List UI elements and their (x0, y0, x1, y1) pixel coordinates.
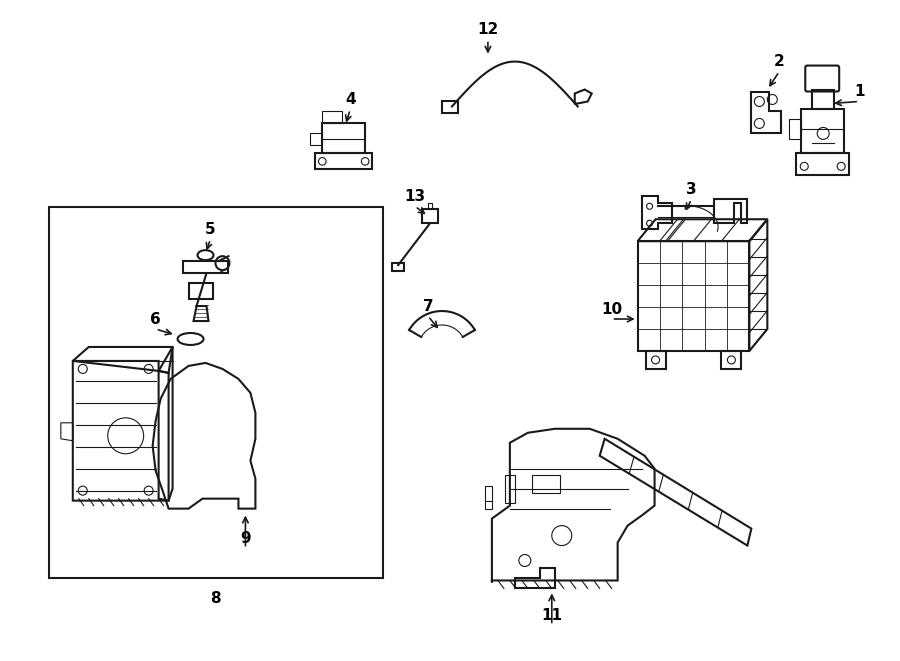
Text: 12: 12 (477, 22, 499, 37)
Text: 13: 13 (404, 189, 426, 204)
Text: 1: 1 (854, 84, 864, 99)
Text: 5: 5 (205, 221, 216, 237)
Text: 8: 8 (211, 591, 220, 606)
Bar (532, 475, 560, 492)
Bar (49, 208, 383, 578)
Text: 10: 10 (601, 301, 622, 317)
Bar (505, 475, 515, 502)
Text: 3: 3 (686, 182, 697, 197)
Text: 4: 4 (345, 92, 356, 107)
Text: 9: 9 (240, 531, 251, 546)
Bar (637, 241, 750, 351)
Text: 7: 7 (423, 299, 434, 313)
Text: 6: 6 (150, 311, 161, 327)
Text: 11: 11 (541, 608, 562, 623)
Text: 2: 2 (774, 54, 785, 69)
